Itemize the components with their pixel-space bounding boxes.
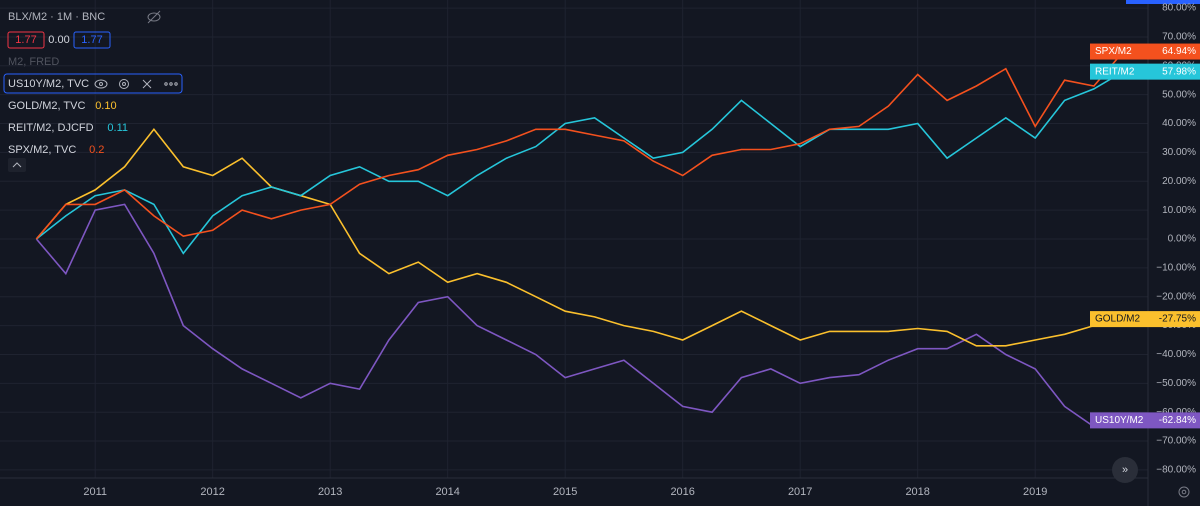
legend-value: 1.77 xyxy=(81,34,102,46)
end-badge-name: REIT/M2 xyxy=(1095,66,1135,77)
x-tick-label: 2014 xyxy=(435,486,459,498)
scroll-icon: » xyxy=(1122,464,1128,476)
x-tick-label: 2016 xyxy=(670,486,694,498)
series-line xyxy=(35,51,1124,240)
end-badge-value: -27.75% xyxy=(1159,314,1196,325)
y-tick-label: −20.00% xyxy=(1156,291,1196,302)
legend-value: 0.2 xyxy=(89,144,104,156)
y-tick-label: 30.00% xyxy=(1162,147,1196,158)
series-line xyxy=(35,70,1124,255)
grid xyxy=(0,0,1148,478)
legend-name: US10Y/M2, TVC xyxy=(8,78,89,90)
series-line xyxy=(35,128,1124,347)
legend: BLX/M2 · 1M · BNC 1.77 0.00 1.77 M2, FRE… xyxy=(3,10,183,172)
x-tick-label: 2011 xyxy=(83,486,107,498)
x-tick-label: 2013 xyxy=(318,486,342,498)
y-tick-label: −50.00% xyxy=(1156,378,1196,389)
y-tick-label: 50.00% xyxy=(1162,89,1196,100)
value-box xyxy=(73,31,111,49)
x-tick-label: 2015 xyxy=(553,486,577,498)
series-line xyxy=(35,203,1124,428)
legend-value: 1.77 xyxy=(15,34,36,46)
end-badge-name: SPX/M2 xyxy=(1095,46,1132,57)
legend-hidden: M2, FRED xyxy=(8,56,59,68)
scroll-button[interactable] xyxy=(1112,457,1138,483)
legend-title: BLX/M2 · 1M · BNC xyxy=(8,11,105,23)
end-badge xyxy=(1090,63,1200,80)
collapse-icon xyxy=(12,162,22,168)
end-badge-name: US10Y/M2 xyxy=(1095,415,1144,426)
y-axis: 80.00%70.00%60.00%50.00%40.00%30.00%20.0… xyxy=(83,3,1196,498)
legend-value: 0.10 xyxy=(95,100,116,112)
settings-icon[interactable] xyxy=(1178,486,1190,498)
y-tick-label: −60.00% xyxy=(1156,407,1196,418)
y-tick-label: 10.00% xyxy=(1162,205,1196,216)
y-tick-label: −80.00% xyxy=(1156,465,1196,476)
legend-name: GOLD/M2, TVC xyxy=(8,100,85,112)
end-labels: US10Y/M2 -62.84% GOLD/M2 -27.75% REIT/M2 57.9… xyxy=(1090,43,1200,429)
value-box xyxy=(7,31,45,49)
end-badge-value: 64.94% xyxy=(1162,46,1196,57)
legend-name: SPX/M2, TVC xyxy=(8,144,76,156)
y-tick-label: 80.00% xyxy=(1162,3,1196,14)
end-badge-value: -62.84% xyxy=(1159,415,1196,426)
end-badge xyxy=(1090,412,1200,429)
end-badge xyxy=(1090,43,1200,60)
end-badge-name: GOLD/M2 xyxy=(1095,314,1140,325)
y-tick-label: −10.00% xyxy=(1156,263,1196,274)
legend-name: REIT/M2, DJCFD xyxy=(8,122,94,134)
y-tick-label: 0.00% xyxy=(1168,234,1196,245)
x-tick-label: 2017 xyxy=(788,486,812,498)
plot xyxy=(35,51,1124,428)
y-tick-label: −70.00% xyxy=(1156,436,1196,447)
y-tick-label: 20.00% xyxy=(1162,176,1196,187)
y-tick-label: 70.00% xyxy=(1162,32,1196,43)
y-tick-label: 40.00% xyxy=(1162,118,1196,129)
x-tick-label: 2012 xyxy=(200,486,224,498)
end-badge xyxy=(1090,311,1200,328)
x-tick-label: 2018 xyxy=(905,486,929,498)
end-badge-value: 57.98% xyxy=(1162,66,1196,77)
legend-value: 0.00 xyxy=(48,34,69,46)
legend-value: 0.11 xyxy=(107,122,128,134)
x-tick-label: 2019 xyxy=(1023,486,1047,498)
collapse-button[interactable] xyxy=(8,158,26,172)
top-bar xyxy=(1126,0,1200,4)
legend-selected xyxy=(3,73,183,94)
eye-off-icon[interactable] xyxy=(147,10,161,24)
y-tick-label: −40.00% xyxy=(1156,349,1196,360)
legend-icons[interactable] xyxy=(94,79,178,89)
